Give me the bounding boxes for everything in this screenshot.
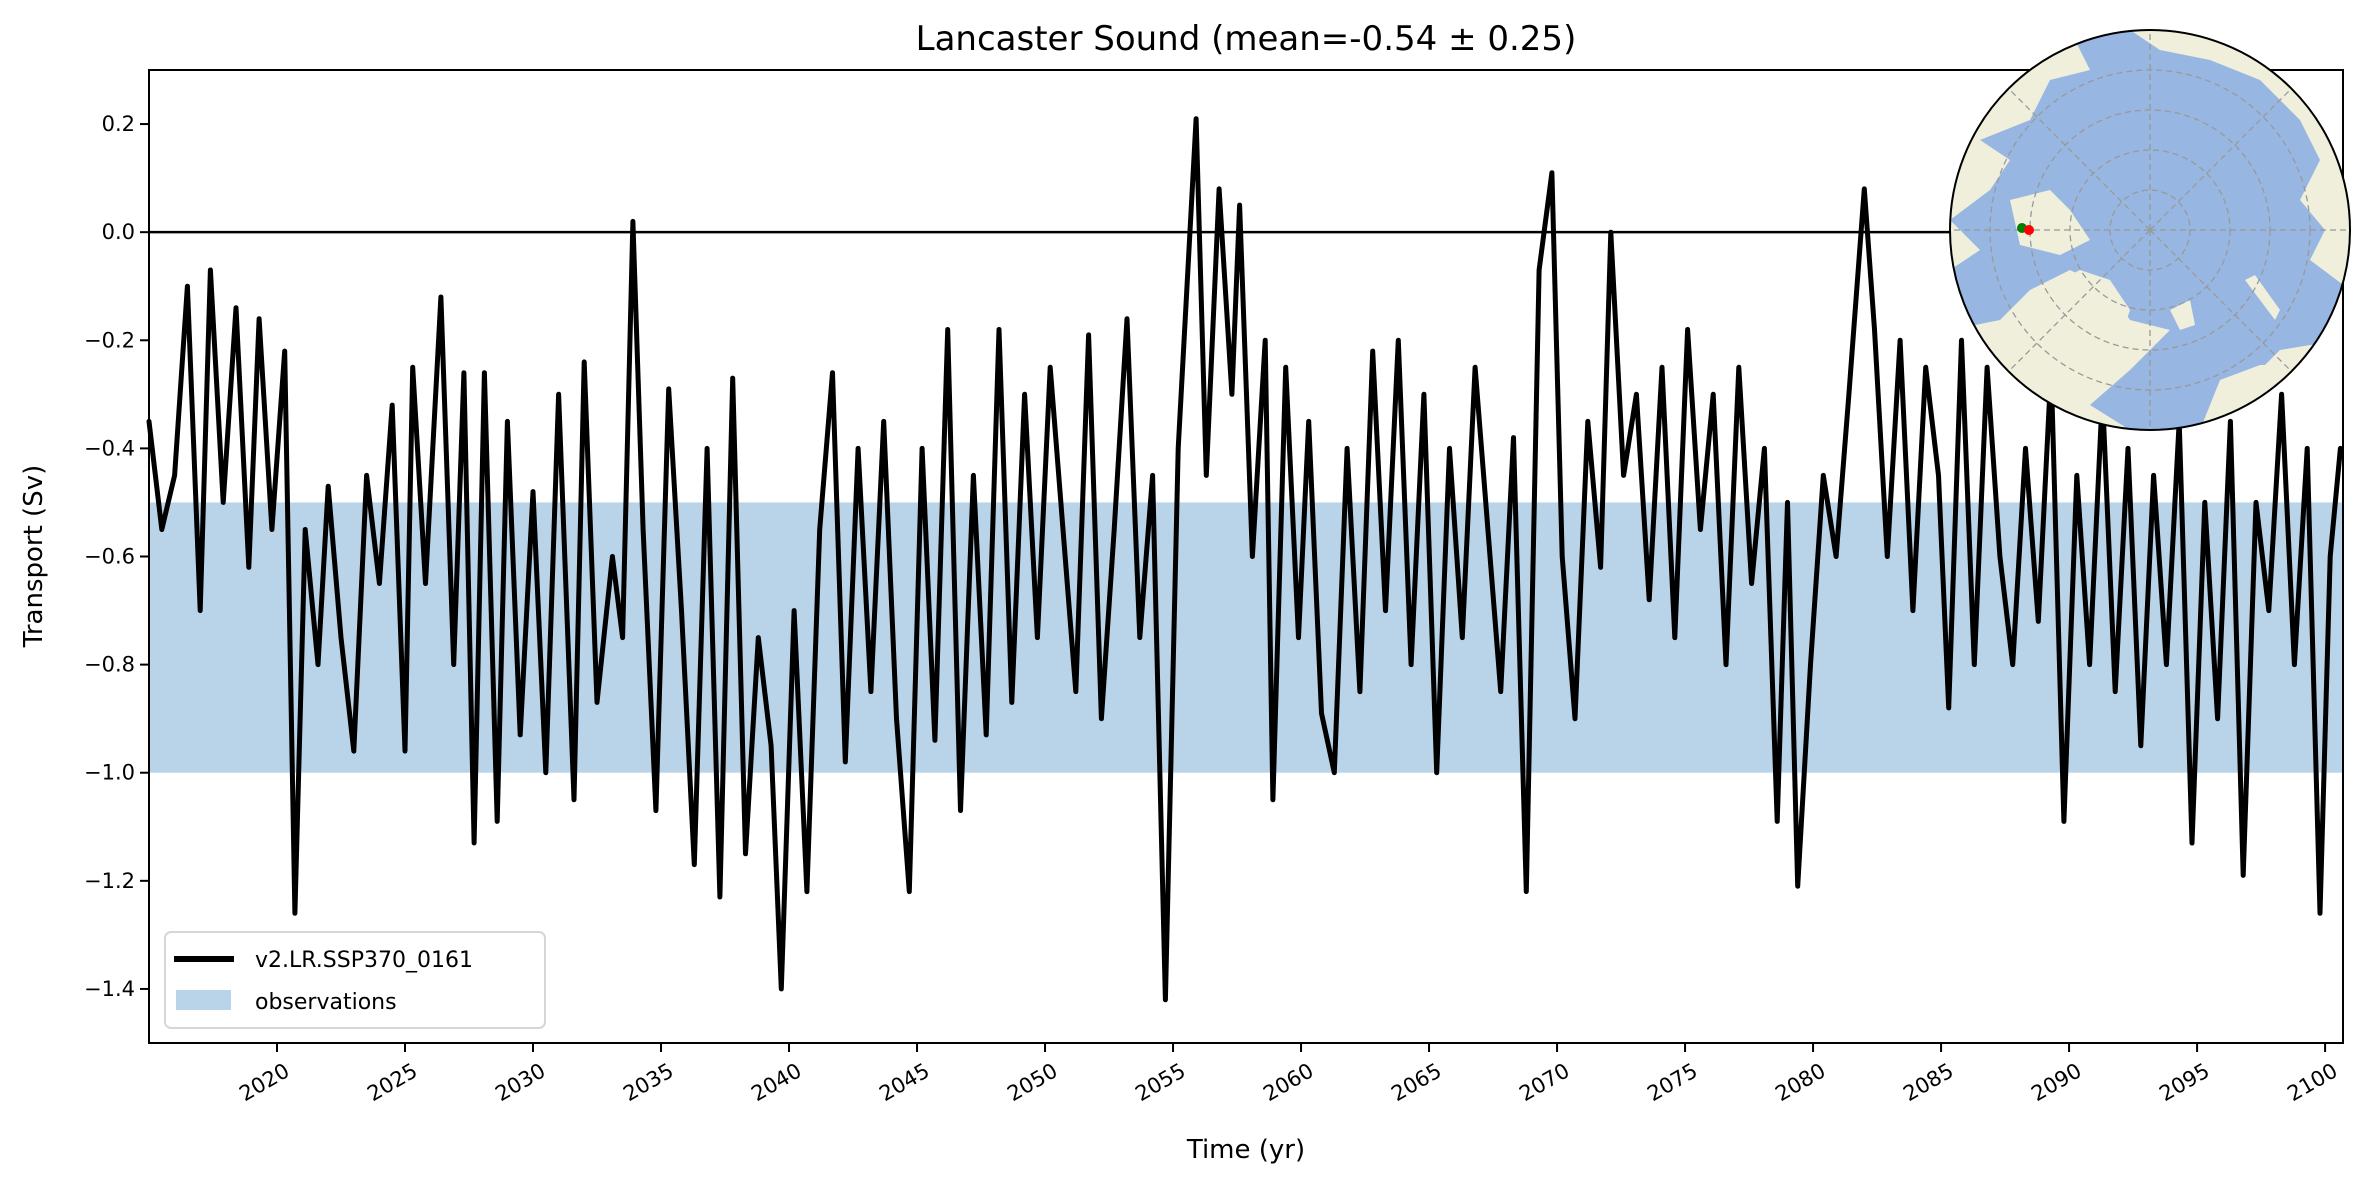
legend-series-label: v2.LR.SSP370_0161 [255, 948, 473, 973]
map-meridian-line [2149, 73, 2307, 231]
y-axis-ticks: 0.2 0.0 −0.2 −0.4 −0.6 −0.8 −1.0 −1.2 −1.4 [84, 112, 149, 1001]
x-tick-label: 2020 [235, 1059, 293, 1107]
x-tick-label: 2025 [363, 1059, 421, 1107]
x-tick-label: 2045 [875, 1059, 933, 1107]
y-tick-label: −0.8 [84, 653, 135, 677]
y-tick-label: −0.4 [84, 436, 135, 460]
chart-title: Lancaster Sound (mean=-0.54 ± 0.25) [916, 19, 1577, 59]
y-tick-label: −1.4 [84, 977, 135, 1001]
series-layer [146, 116, 2343, 1003]
x-tick-label: 2065 [1387, 1059, 1445, 1107]
map-novaya-zemlya [2245, 275, 2280, 320]
map-border [1949, 29, 2351, 431]
x-tick-label: 2030 [491, 1059, 549, 1107]
series-line [146, 116, 2343, 1003]
legend: v2.LR.SSP370_0161 observations [164, 931, 546, 1029]
x-axis-ticks: 2020 2025 2030 2035 2040 2045 2050 2055 2060 2065… [235, 1043, 2342, 1107]
x-tick-label: 2075 [1643, 1059, 1701, 1107]
x-tick-label: 2095 [2155, 1059, 2213, 1107]
y-tick-label: −0.2 [84, 328, 135, 352]
x-tick-label: 2060 [1259, 1059, 1317, 1107]
x-tick-label: 2050 [1003, 1059, 1061, 1107]
map-greenland [2010, 270, 2130, 385]
map-meridian-line [1993, 73, 2151, 231]
y-tick-label: −0.6 [84, 545, 135, 569]
x-tick-label: 2085 [1899, 1059, 1957, 1107]
x-tick-label: 2055 [1131, 1059, 1189, 1107]
map-svalbard [2170, 300, 2195, 330]
map-graticule [1950, 30, 2350, 430]
legend-observations-label: observations [255, 990, 397, 1015]
map-meridian-line [2149, 229, 2307, 387]
section-end-marker [2024, 225, 2034, 235]
inset-arctic-map [1949, 29, 2351, 431]
y-axis-label: Transport (Sv) [19, 465, 49, 648]
y-tick-label: 0.2 [102, 112, 135, 136]
y-tick-label: −1.0 [84, 761, 135, 785]
x-tick-label: 2035 [619, 1059, 677, 1107]
x-axis-label: Time (yr) [1186, 1135, 1305, 1165]
x-tick-label: 2040 [747, 1059, 805, 1107]
x-tick-label: 2070 [1515, 1059, 1573, 1107]
y-tick-label: 0.0 [102, 220, 135, 244]
x-tick-label: 2100 [2283, 1059, 2341, 1107]
map-meridian-line [1993, 229, 2151, 387]
legend-observations-swatch [176, 990, 231, 1010]
y-tick-label: −1.2 [84, 869, 135, 893]
x-tick-label: 2090 [2027, 1059, 2085, 1107]
x-tick-label: 2080 [1771, 1059, 1829, 1107]
